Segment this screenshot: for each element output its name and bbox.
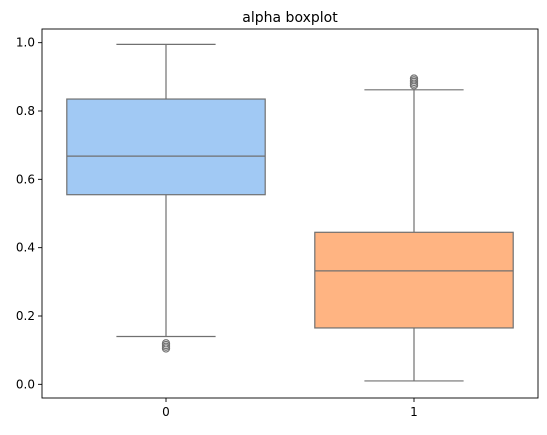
plot-area: [66, 43, 514, 382]
y-tick-label: 0.4: [16, 241, 35, 255]
x-tick-label: 0: [162, 405, 170, 419]
y-tick-label: 0.0: [16, 377, 35, 391]
axes: 0.0 0.2 0.4 0.6 0.8 1.0 0 1: [16, 28, 539, 419]
box-iqr: [314, 231, 514, 329]
y-tick-label: 1.0: [16, 36, 35, 50]
x-tick-label: 1: [410, 405, 418, 419]
y-tick-label: 0.2: [16, 309, 35, 323]
y-tick-label: 0.8: [16, 104, 35, 118]
outlier-point: [409, 74, 419, 83]
plot-frame: [41, 28, 539, 399]
box-group-1: [314, 74, 514, 382]
chart-title: alpha boxplot: [242, 10, 338, 26]
outlier-point: [161, 339, 171, 348]
y-tick-label: 0.6: [16, 172, 35, 186]
box-group-0: [66, 43, 266, 353]
box-iqr: [66, 98, 266, 196]
